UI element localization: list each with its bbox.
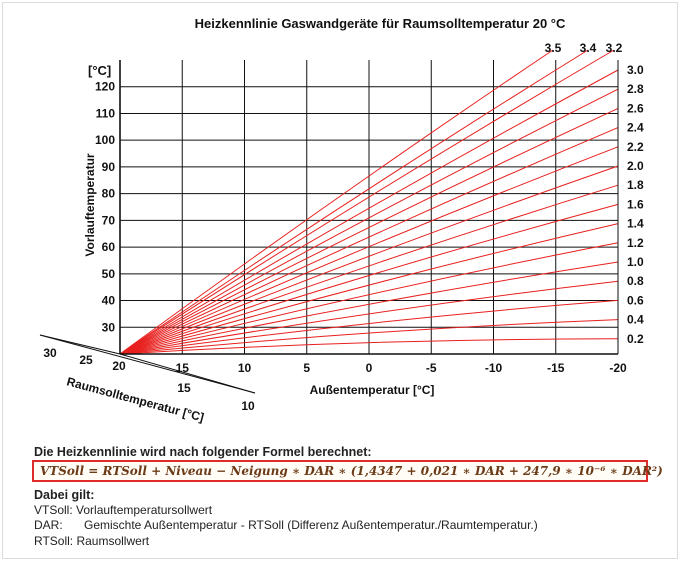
heating-curve bbox=[119, 261, 619, 355]
chart-title: Heizkennlinie Gaswandgeräte für Raumsoll… bbox=[195, 16, 566, 31]
heating-curve bbox=[119, 184, 619, 355]
slope-label: 2.2 bbox=[627, 140, 644, 154]
formula-box: VTSoll = RTSoll + Niveau − Neigung ∗ DAR… bbox=[32, 460, 663, 482]
heating-curve bbox=[119, 299, 619, 355]
room-axis-left bbox=[39, 334, 256, 394]
formula-heading: Die Heizkennlinie wird nach folgender Fo… bbox=[34, 445, 372, 459]
chart-axes bbox=[39, 60, 619, 394]
heating-curve bbox=[119, 107, 619, 355]
slope-label: 0.6 bbox=[627, 293, 644, 307]
x-tick-label: 10 bbox=[238, 361, 252, 375]
origin-label: 20 bbox=[112, 359, 126, 373]
heating-curve bbox=[119, 88, 619, 355]
slope-label: 2.8 bbox=[627, 82, 644, 96]
y-tick-label: 30 bbox=[102, 320, 116, 334]
legend-title: Dabei gilt: bbox=[34, 488, 95, 502]
y-tick-label: 110 bbox=[96, 106, 116, 120]
room-tick-label: 25 bbox=[79, 353, 93, 367]
x-tick-label: 5 bbox=[303, 361, 310, 375]
heating-curves bbox=[119, 49, 619, 355]
x-tick-label: 15 bbox=[176, 361, 190, 375]
legend-row-vtsoll: VTSoll: Vorlauftemperatursollwert bbox=[34, 503, 212, 517]
formula-text: VTSoll = RTSoll + Niveau − Neigung ∗ DAR… bbox=[40, 464, 663, 478]
heating-curve bbox=[119, 203, 619, 355]
heating-curve-chart: Heizkennlinie Gaswandgeräte für Raumsoll… bbox=[39, 16, 644, 425]
heating-curve bbox=[119, 69, 619, 355]
legend-row-rtsoll: RTSoll: Raumsollwert bbox=[34, 534, 149, 548]
slope-label: 0.2 bbox=[627, 332, 644, 346]
heating-curve bbox=[119, 223, 619, 355]
legend-text: RTSoll: Raumsollwert bbox=[34, 534, 150, 548]
slope-label: 2.4 bbox=[627, 121, 644, 135]
chart-labels: 30405060708090100110120[°C]Vorlauftemper… bbox=[43, 41, 644, 425]
x-tick-label: -5 bbox=[426, 361, 437, 375]
slope-label: 2.0 bbox=[627, 159, 644, 173]
legend-key: DAR: bbox=[34, 518, 63, 532]
slope-label: 0.4 bbox=[627, 313, 644, 327]
x-tick-label: -10 bbox=[485, 361, 503, 375]
room-tick-label: 10 bbox=[241, 399, 255, 413]
slope-label: 1.0 bbox=[627, 255, 644, 269]
legend-text: VTSoll: Vorlauftemperatursollwert bbox=[34, 503, 213, 517]
slope-label: 1.6 bbox=[627, 197, 644, 211]
slope-label-top: 3.4 bbox=[580, 41, 597, 55]
x-tick-label: 0 bbox=[366, 361, 373, 375]
legend-text: Gemischte Außentemperatur - RTSoll (Diff… bbox=[84, 518, 538, 532]
y-tick-label: 70 bbox=[102, 213, 116, 227]
y-tick-label: 80 bbox=[102, 187, 116, 201]
heating-curve bbox=[119, 49, 615, 355]
slope-label: 2.6 bbox=[627, 101, 644, 115]
y-unit-label: [°C] bbox=[88, 63, 111, 78]
y-tick-label: 120 bbox=[95, 80, 115, 94]
x-tick-label: -20 bbox=[609, 361, 627, 375]
room-tick-label: 30 bbox=[43, 346, 57, 360]
x-axis-label: Außentemperatur [°C] bbox=[310, 383, 435, 397]
x-tick-label: -15 bbox=[547, 361, 565, 375]
heating-curve bbox=[119, 280, 619, 355]
heating-curve bbox=[119, 338, 619, 355]
heating-curve bbox=[119, 127, 619, 355]
slope-label: 0.8 bbox=[627, 274, 644, 288]
slope-label: 1.4 bbox=[627, 217, 644, 231]
heating-curve bbox=[119, 242, 619, 355]
slope-label: 1.8 bbox=[627, 178, 644, 192]
slope-label: 1.2 bbox=[627, 236, 644, 250]
room-axis-right bbox=[119, 353, 256, 394]
slope-label: 3.0 bbox=[627, 63, 644, 77]
heating-curve bbox=[119, 146, 619, 355]
y-tick-label: 40 bbox=[102, 294, 116, 308]
y-tick-label: 60 bbox=[102, 240, 116, 254]
heating-curve bbox=[119, 319, 619, 355]
legend-row-dar: DAR: Gemischte Außentemperatur - RTSoll (… bbox=[34, 518, 538, 532]
heating-curve bbox=[119, 49, 589, 355]
y-axis-label: Vorlauftemperatur bbox=[83, 153, 97, 256]
room-tick-label: 15 bbox=[177, 381, 191, 395]
heating-curve bbox=[119, 165, 619, 355]
y-tick-label: 50 bbox=[102, 267, 116, 281]
y-tick-label: 90 bbox=[102, 160, 116, 174]
slope-label-top: 3.5 bbox=[545, 41, 562, 55]
y-tick-label: 100 bbox=[95, 133, 115, 147]
heating-curve bbox=[119, 49, 554, 355]
slope-label-top: 3.2 bbox=[606, 41, 623, 55]
